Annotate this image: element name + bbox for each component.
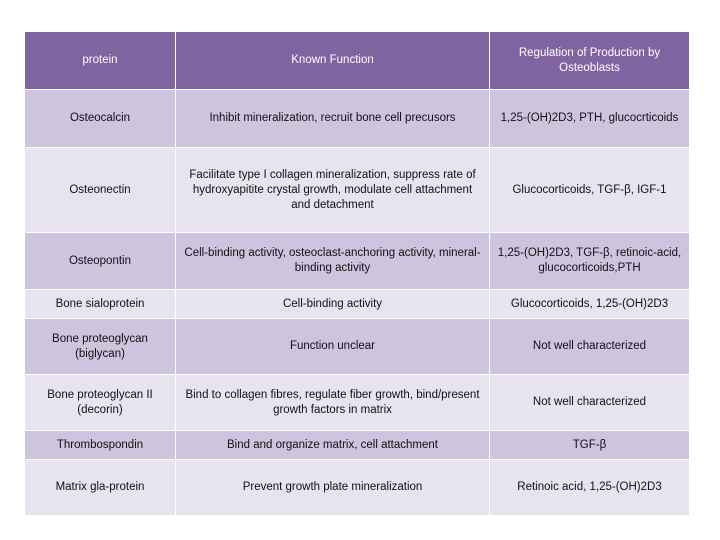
table-row: Bone proteoglycan (biglycan) Function un… <box>24 318 690 375</box>
regulation-cell: 1,25-(OH)2D3, TGF-β, retinoic-acid, gluc… <box>489 232 690 290</box>
function-cell: Prevent growth plate mineralization <box>175 459 490 516</box>
regulation-cell: Glucocorticoids, 1,25-(OH)2D3 <box>489 289 690 319</box>
function-cell: Bind to collagen fibres, regulate fiber … <box>175 374 490 431</box>
regulation-cell: Glucocorticoids, TGF-β, IGF-1 <box>489 147 690 233</box>
protein-cell: Osteopontin <box>24 232 176 290</box>
regulation-cell: Retinoic acid, 1,25-(OH)2D3 <box>489 459 690 516</box>
table-row: Osteopontin Cell-binding activity, osteo… <box>24 232 690 290</box>
function-cell: Inhibit mineralization, recruit bone cel… <box>175 89 490 148</box>
function-cell: Function unclear <box>175 318 490 375</box>
function-cell: Bind and organize matrix, cell attachmen… <box>175 430 490 460</box>
protein-cell: Matrix gla-protein <box>24 459 176 516</box>
function-cell: Cell-binding activity <box>175 289 490 319</box>
regulation-cell: Not well characterized <box>489 318 690 375</box>
table-row: Osteonectin Facilitate type I collagen m… <box>24 147 690 233</box>
header-known-function: Known Function <box>175 31 490 90</box>
table-row: Matrix gla-protein Prevent growth plate … <box>24 459 690 516</box>
function-cell: Cell-binding activity, osteoclast-anchor… <box>175 232 490 290</box>
bone-protein-table: protein Known Function Regulation of Pro… <box>24 31 690 516</box>
protein-cell: Bone proteoglycan (biglycan) <box>24 318 176 375</box>
regulation-cell: Not well characterized <box>489 374 690 431</box>
header-protein: protein <box>24 31 176 90</box>
header-row: protein Known Function Regulation of Pro… <box>24 31 690 90</box>
protein-cell: Bone proteoglycan II (decorin) <box>24 374 176 431</box>
regulation-cell: TGF-β <box>489 430 690 460</box>
regulation-cell: 1,25-(OH)2D3, PTH, glucocrticoids <box>489 89 690 148</box>
table-row: Bone proteoglycan II (decorin) Bind to c… <box>24 374 690 431</box>
protein-cell: Osteonectin <box>24 147 176 233</box>
table-row: Bone sialoprotein Cell-binding activity … <box>24 289 690 319</box>
header-regulation: Regulation of Production by Osteoblasts <box>489 31 690 90</box>
table-row: Osteocalcin Inhibit mineralization, recr… <box>24 89 690 148</box>
table-row: Thrombospondin Bind and organize matrix,… <box>24 430 690 460</box>
function-cell: Facilitate type I collagen mineralizatio… <box>175 147 490 233</box>
protein-cell: Osteocalcin <box>24 89 176 148</box>
protein-cell: Thrombospondin <box>24 430 176 460</box>
protein-cell: Bone sialoprotein <box>24 289 176 319</box>
